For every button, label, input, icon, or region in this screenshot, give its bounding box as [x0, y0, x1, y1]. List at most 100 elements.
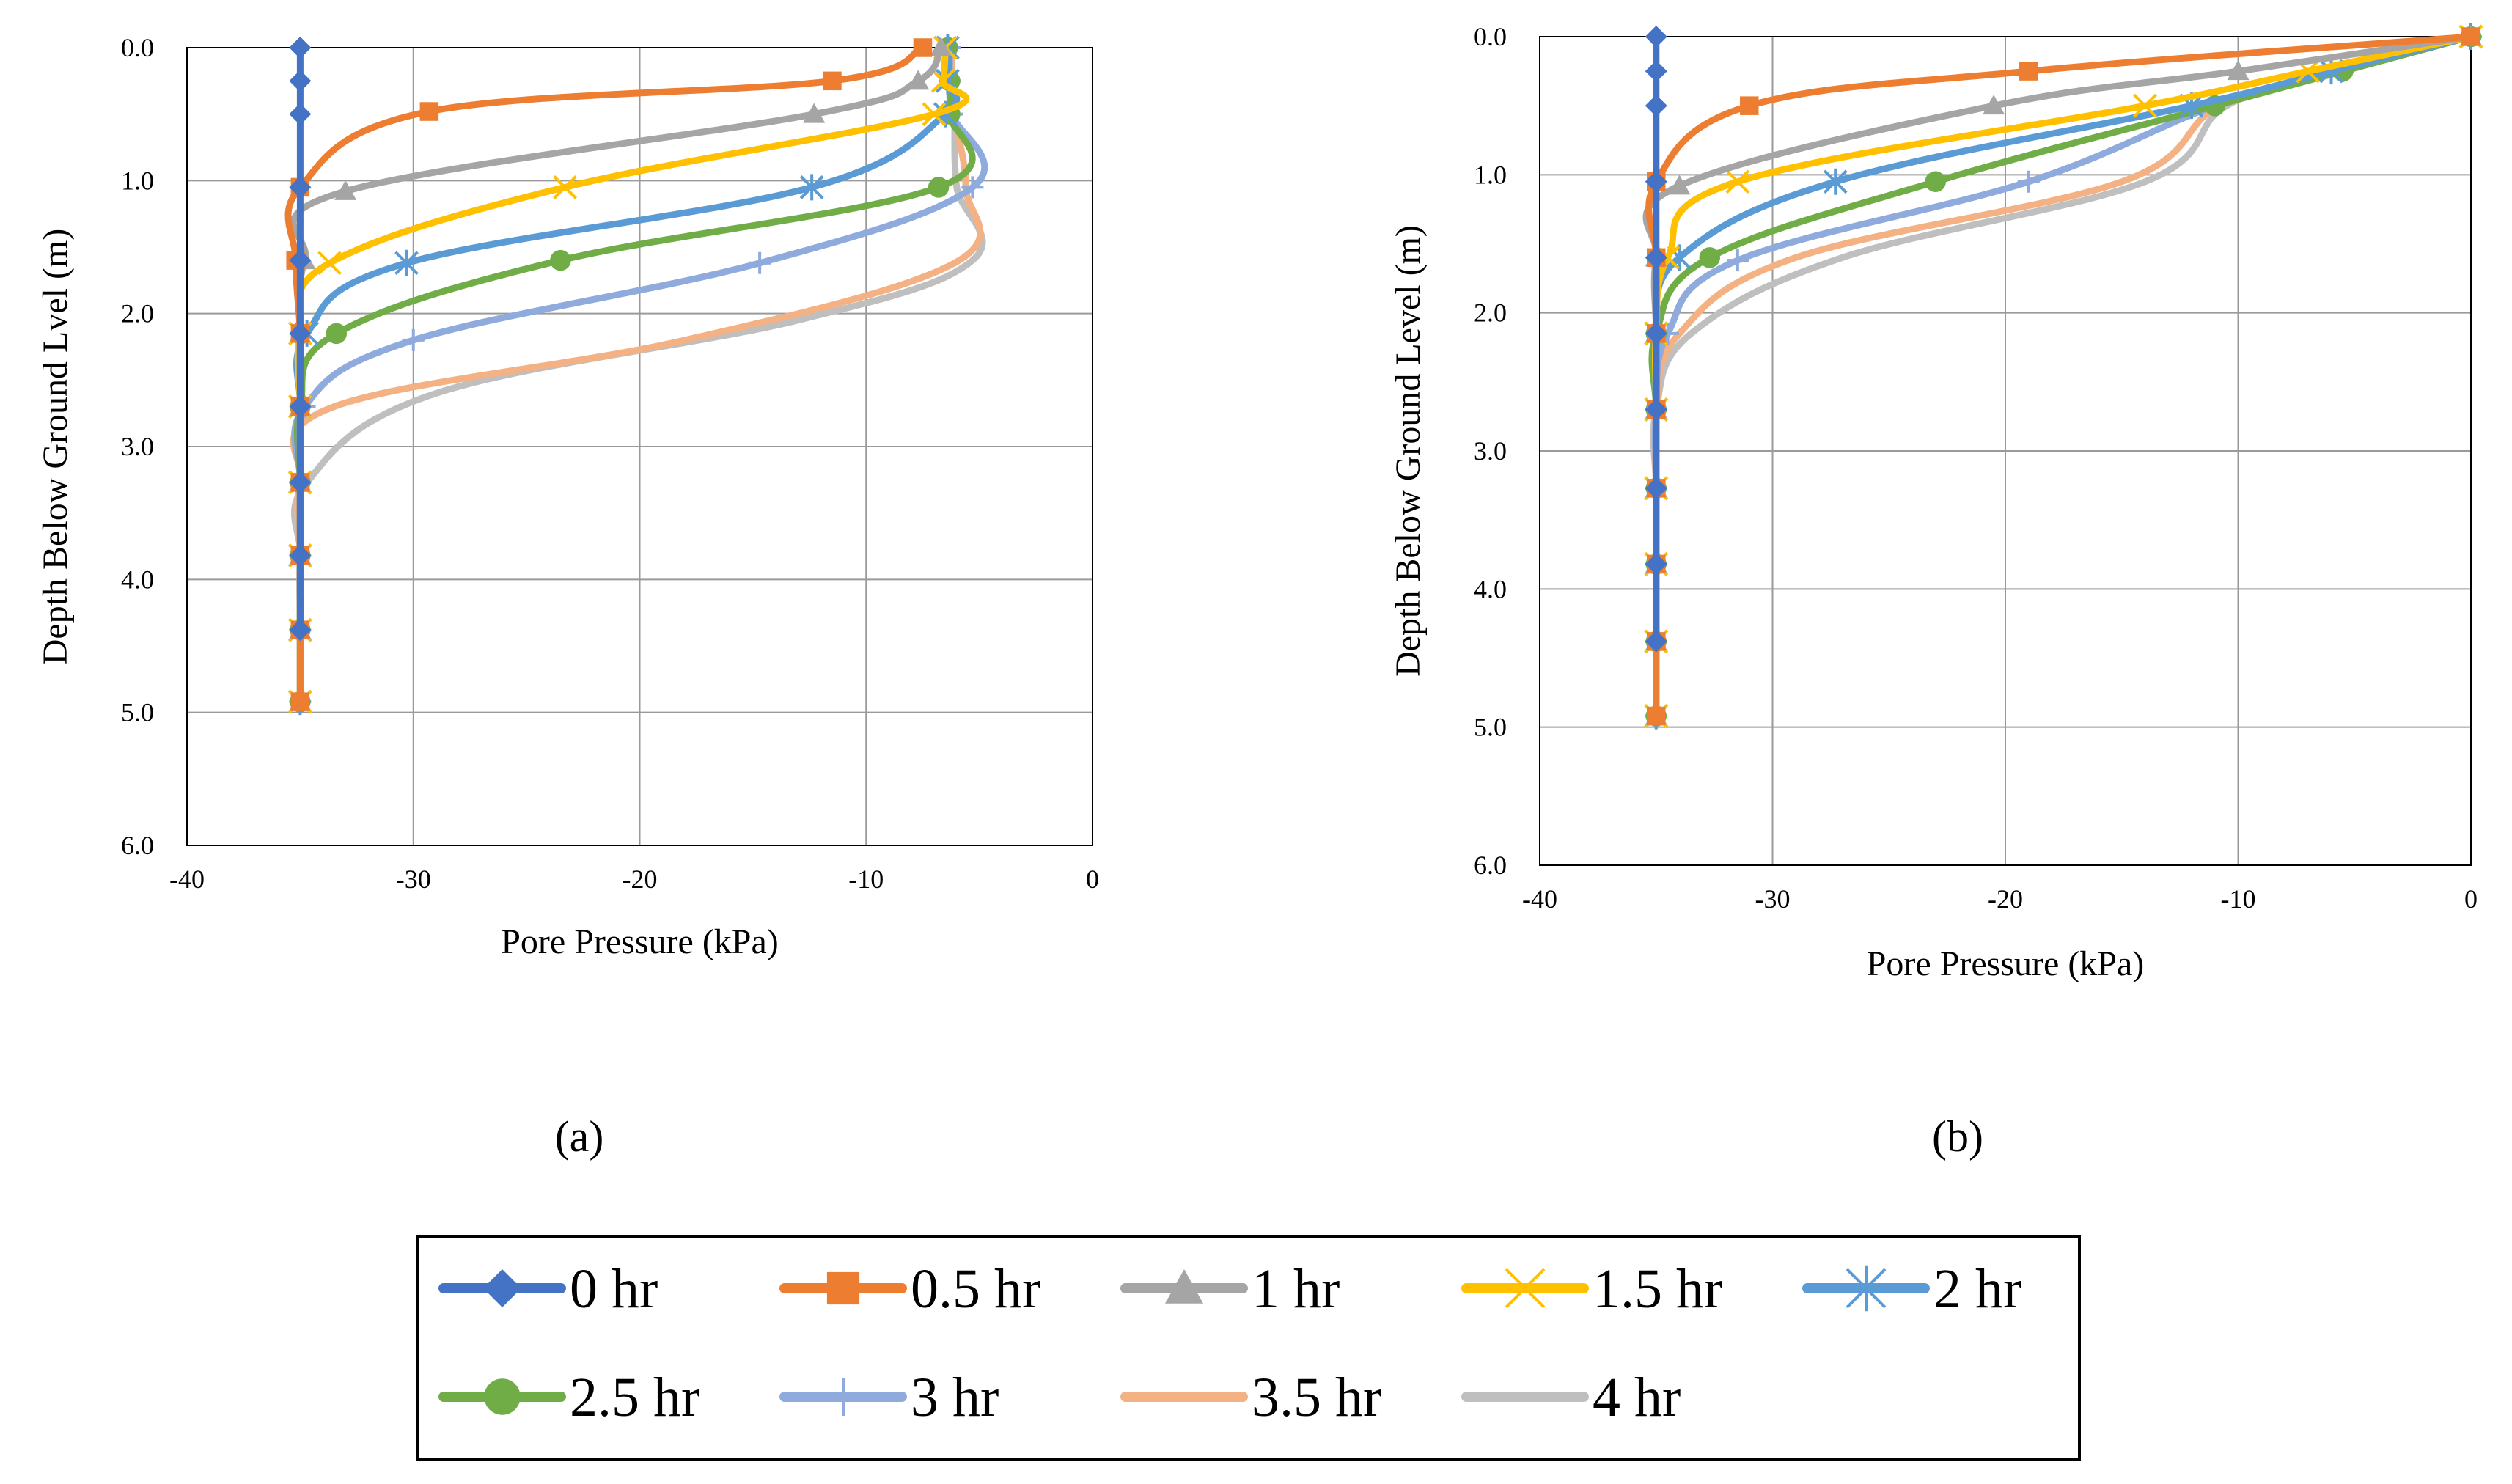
panel-a-chart: -40 -30 -20 -10 0 0.0 1.0 2.0 3.0 4.0 5.0 6.0 Pore … [36, 33, 1099, 961]
legend-item: 2.5 hr [438, 1367, 699, 1428]
data-point [289, 176, 312, 199]
data-point [289, 70, 312, 92]
legend-item: 3.5 hr [1120, 1367, 1381, 1428]
data-point [749, 251, 771, 274]
data-point [1645, 322, 1667, 345]
panel-b-y-tick-label: 1.0 [1474, 160, 1507, 189]
panel-b-x-tick-label: -10 [2221, 884, 2256, 914]
panel-b-y-tick-label: 2.0 [1474, 298, 1507, 328]
panel-a-x-tick-label: -40 [169, 864, 205, 894]
legend-marker [483, 1269, 521, 1307]
panel-b-x-tick-label: -40 [1522, 884, 1557, 914]
panel-a-x-tick-label: -20 [623, 864, 658, 894]
data-point [1740, 96, 1759, 115]
panel-b-chart: -40 -30 -20 -10 0 0.0 1.0 2.0 3.0 4.0 5.0 6.0 Pore … [1389, 22, 2483, 983]
data-point [1645, 26, 1667, 48]
data-point [289, 322, 312, 345]
panel-b-series-layer [1642, 23, 2483, 730]
legend: 0 hr 0.5 hr 1 hr 1.5 hr 2 hr 2.5 hr 3 hr 3.5 hr… [416, 1235, 2081, 1461]
data-point [1645, 398, 1667, 421]
data-point [1823, 168, 1848, 195]
legend-marker [826, 1271, 860, 1305]
data-point [289, 471, 312, 493]
data-point [553, 175, 578, 199]
panel-b-x-axis-title: Pore Pressure (kPa) [1867, 944, 2145, 983]
data-point [1645, 95, 1667, 117]
panel-a-y-tick-label: 2.0 [121, 299, 154, 328]
legend-marker [484, 1378, 521, 1415]
panel-b-y-tick-label: 3.0 [1474, 436, 1507, 466]
legend-entries: 0 hr 0.5 hr 1 hr 1.5 hr 2 hr 2.5 hr 3 hr 3.5 hr… [438, 1258, 2021, 1428]
panel-b-x-tick-label: -20 [1988, 884, 2023, 914]
data-point [1925, 171, 1946, 192]
data-point [2133, 93, 2157, 118]
panel-a-x-tick-label: -30 [396, 864, 431, 894]
panel-a-y-tick-label: 0.0 [121, 33, 154, 62]
legend-marker [1846, 1265, 1887, 1312]
data-point [930, 68, 955, 93]
data-point [289, 395, 312, 418]
panel-a-x-tick-label: -10 [848, 864, 884, 894]
data-point [402, 328, 425, 351]
panel-b-y-tick-label: 5.0 [1474, 713, 1507, 742]
legend-label: 0 hr [570, 1258, 658, 1320]
data-point [289, 37, 312, 59]
legend-label: 3 hr [911, 1367, 999, 1428]
data-point [289, 544, 312, 567]
panel-b-y-tick-label: 0.0 [1474, 22, 1507, 51]
data-point [289, 249, 312, 272]
panel-b-series-0-hr [1645, 26, 1667, 653]
data-point [1983, 95, 2005, 115]
data-point [2017, 170, 2040, 193]
data-point [289, 103, 312, 125]
panel-b-plot-frame [1539, 36, 2472, 866]
data-point [289, 619, 312, 642]
legend-item: 2 hr [1802, 1258, 2021, 1320]
data-point [961, 176, 984, 199]
panel-a-series-0-hr [289, 37, 312, 642]
data-point [1645, 553, 1667, 576]
data-point [930, 37, 952, 56]
panel-b-ticks: -40 -30 -20 -10 0 0.0 1.0 2.0 3.0 4.0 5.0 6.0 [1474, 22, 2478, 914]
panel-a-y-tick-label: 1.0 [121, 166, 154, 195]
data-point [907, 70, 930, 90]
panel-a-y-axis-title: Depth Below Ground Lvel (m) [36, 229, 75, 665]
legend-item: 0.5 hr [779, 1258, 1040, 1320]
panel-b-x-tick-label: 0 [2464, 884, 2478, 914]
legend-item: 4 hr [1461, 1367, 1681, 1428]
data-point [290, 692, 310, 711]
panel-a-series-layer [284, 34, 988, 716]
legend-box [416, 1235, 2081, 1461]
panel-b-y-tick-label: 6.0 [1474, 851, 1507, 880]
panel-a-y-tick-label: 3.0 [121, 432, 154, 461]
data-point [1645, 630, 1667, 653]
panel-a-y-tick-label: 6.0 [121, 831, 154, 860]
data-point [803, 103, 826, 123]
data-point [823, 71, 842, 91]
legend-item: 3 hr [779, 1367, 999, 1428]
panel-b-y-tick-label: 4.0 [1474, 574, 1507, 603]
data-point [1699, 247, 1721, 268]
data-point [2019, 62, 2038, 81]
data-point [334, 180, 357, 200]
legend-label: 4 hr [1593, 1367, 1681, 1428]
data-point [317, 251, 342, 276]
data-point [1726, 249, 1749, 272]
panel-b-y-axis-title: Depth Below Ground Level (m) [1389, 225, 1428, 677]
legend-item: 0 hr [438, 1258, 658, 1320]
data-point [1647, 706, 1666, 726]
legend-marker [1165, 1269, 1203, 1304]
panel-a-ticks: -40 -30 -20 -10 0 0.0 1.0 2.0 3.0 4.0 5.0 6.0 [121, 33, 1099, 894]
data-point [928, 177, 950, 198]
legend-label: 2 hr [1933, 1258, 2021, 1320]
legend-marker [1505, 1268, 1546, 1309]
legend-label: 3.5 hr [1252, 1367, 1381, 1428]
panel-a-plot-frame [186, 47, 1093, 846]
data-point [1725, 169, 1750, 194]
data-point [2227, 60, 2250, 81]
legend-item: 1 hr [1120, 1258, 1340, 1320]
panel-label-a: (a) [555, 1112, 604, 1161]
legend-label: 2.5 hr [570, 1367, 699, 1428]
data-point [1668, 175, 1691, 195]
